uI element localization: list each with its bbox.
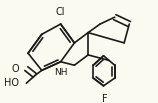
- Text: NH: NH: [54, 68, 67, 77]
- Text: HO: HO: [4, 78, 19, 88]
- Text: Cl: Cl: [56, 7, 65, 17]
- Text: F: F: [102, 94, 108, 103]
- Text: O: O: [12, 64, 19, 74]
